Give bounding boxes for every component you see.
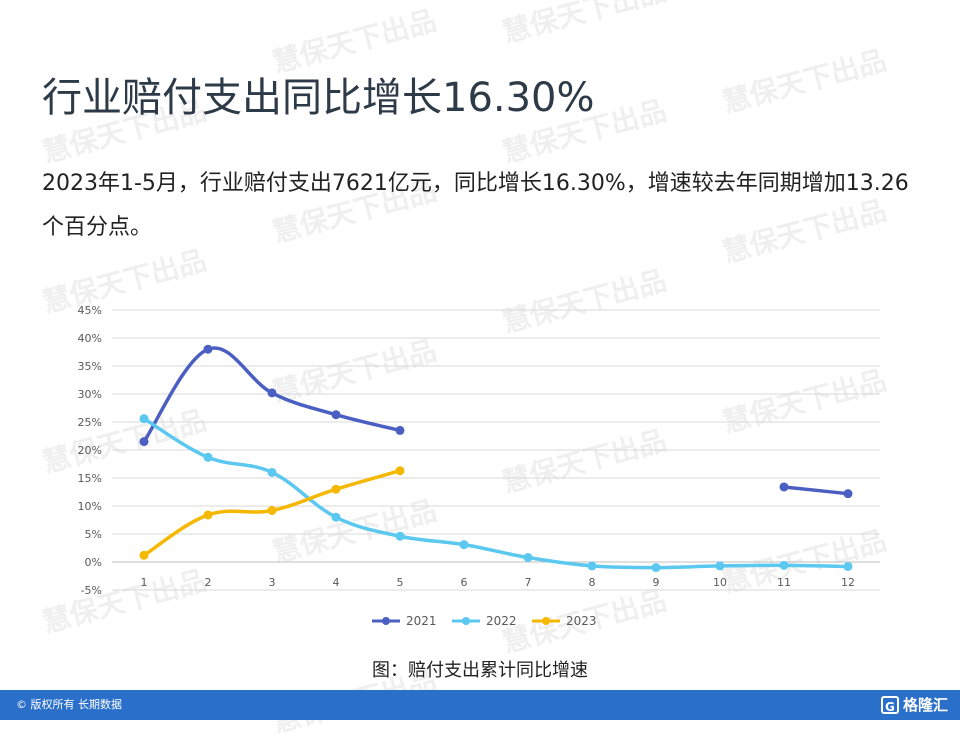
chart-legend: 2021 2022 2023 [372, 614, 597, 628]
data-point-2021 [779, 482, 789, 492]
data-point-2021 [843, 489, 853, 499]
y-tick-label: 20% [78, 444, 102, 457]
page-title: 行业赔付支出同比增长16.30% [42, 75, 595, 121]
legend-label-2023: 2023 [566, 614, 597, 628]
y-tick-label: 15% [78, 472, 102, 485]
description-text: 2023年1-5月，行业赔付支出7621亿元，同比增长16.30%，增速较去年同… [42, 171, 909, 240]
brand-name: 格隆汇 [902, 696, 948, 714]
series-2021 [139, 344, 853, 499]
copyright-text: © 版权所有 长期数据 [16, 698, 122, 711]
legend-label-2021: 2021 [406, 614, 437, 628]
x-tick-label: 1 [141, 576, 148, 589]
brand-logo: G 格隆汇 [880, 694, 948, 715]
y-tick-label: 5% [85, 528, 102, 541]
data-point-2021 [395, 425, 405, 435]
series-2023 [139, 466, 405, 560]
x-tick-label: 12 [841, 576, 855, 589]
y-tick-label: 40% [78, 332, 102, 345]
y-axis-ticks: 45% 40% 35% 30% 25% 20% 15% 10% 5% 0% -5% [78, 304, 102, 597]
legend-marker-2022 [462, 617, 470, 625]
data-point-2022 [843, 561, 853, 571]
data-point-2021 [331, 410, 341, 420]
data-point-2023 [139, 550, 149, 560]
data-point-2023 [203, 510, 213, 520]
y-tick-label: 25% [78, 416, 102, 429]
series-2022 [139, 414, 853, 573]
legend-marker-2021 [382, 617, 390, 625]
data-point-2021 [267, 388, 277, 398]
x-tick-label: 10 [713, 576, 727, 589]
chart-caption: 图：赔付支出累计同比增速 [372, 660, 588, 681]
data-point-2022 [587, 561, 597, 571]
data-point-2021 [203, 344, 213, 354]
x-tick-label: 6 [461, 576, 468, 589]
data-point-2022 [523, 553, 533, 563]
data-point-2022 [395, 531, 405, 541]
data-point-2022 [203, 452, 213, 462]
x-tick-label: 2 [205, 576, 212, 589]
data-point-2022 [715, 561, 725, 571]
x-tick-label: 8 [589, 576, 596, 589]
y-tick-label: 10% [78, 500, 102, 513]
y-tick-label: 30% [78, 388, 102, 401]
data-point-2023 [395, 466, 405, 476]
x-tick-label: 4 [333, 576, 340, 589]
chart-grid [112, 309, 880, 591]
data-point-2022 [139, 414, 149, 424]
data-point-2023 [267, 505, 277, 515]
x-tick-label: 7 [525, 576, 532, 589]
series-line-2021 [782, 485, 850, 496]
series-line-2022 [142, 416, 850, 570]
x-tick-label: 5 [397, 576, 404, 589]
chart-series [139, 344, 853, 573]
data-point-2022 [459, 540, 469, 550]
y-tick-label: 0% [85, 556, 102, 569]
x-axis-ticks: 1 2 3 4 5 6 7 8 9 10 11 12 [141, 576, 856, 589]
legend-label-2022: 2022 [486, 614, 517, 628]
legend-marker-2023 [542, 617, 550, 625]
data-point-2022 [651, 563, 661, 573]
data-point-2022 [267, 467, 277, 477]
data-point-2022 [331, 512, 341, 522]
y-tick-label: 45% [78, 304, 102, 317]
brand-g-icon: G [880, 695, 899, 714]
data-point-2023 [331, 484, 341, 494]
y-tick-label: 35% [78, 360, 102, 373]
x-tick-label: 9 [653, 576, 660, 589]
data-point-2022 [779, 560, 789, 570]
x-tick-label: 3 [269, 576, 276, 589]
data-point-2021 [139, 437, 149, 447]
footer-bar: © 版权所有 长期数据 G 格隆汇 [0, 690, 960, 720]
y-tick-label: -5% [81, 584, 102, 597]
x-tick-label: 11 [777, 576, 791, 589]
